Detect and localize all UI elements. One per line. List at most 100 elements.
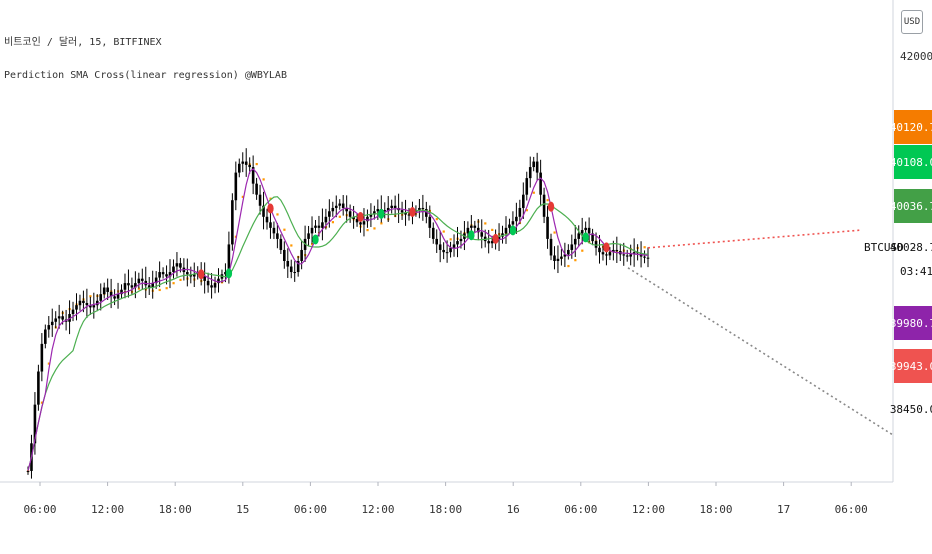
candle-body <box>528 167 532 179</box>
candle-body <box>158 272 161 278</box>
candle-body <box>272 227 276 234</box>
candle-body <box>248 164 251 168</box>
candle-body <box>175 263 179 267</box>
candle-body <box>203 276 206 281</box>
band-dot <box>137 287 141 290</box>
band-dot <box>373 227 376 230</box>
candle-body <box>546 216 549 239</box>
band-dot <box>283 228 286 231</box>
candle-body <box>591 233 594 242</box>
candle-body <box>549 238 553 256</box>
candle-body <box>113 296 116 299</box>
band-dot <box>158 288 161 292</box>
cross-up-marker <box>225 268 233 279</box>
candle-body <box>147 285 151 288</box>
candle-body <box>224 272 227 275</box>
candle-body <box>265 216 269 223</box>
cross-down-marker <box>492 233 499 244</box>
candle-body <box>556 258 560 261</box>
candle-body <box>373 211 376 215</box>
band-dot <box>262 178 265 181</box>
candle-body <box>570 244 574 250</box>
cross-up-marker <box>509 225 517 236</box>
candle-body <box>40 343 44 372</box>
candle-body <box>134 283 137 288</box>
candle-body <box>601 252 605 255</box>
x-tick-label: 18:00 <box>159 503 192 516</box>
candle-body <box>331 207 335 212</box>
candle-body <box>594 241 598 248</box>
band-dot <box>643 246 646 249</box>
currency-button[interactable]: USD <box>901 10 923 34</box>
candle-body <box>50 321 54 326</box>
candle-body <box>466 227 470 234</box>
band-dot <box>269 197 272 200</box>
band-dot <box>532 191 535 194</box>
x-tick-label: 17 <box>777 503 790 516</box>
candle-body <box>522 194 525 208</box>
price-label-text: 40036.7 <box>890 200 932 213</box>
candle-body <box>487 241 490 244</box>
cross-up-marker <box>468 230 475 241</box>
candle-body <box>234 172 238 201</box>
cross-up-marker <box>582 232 589 243</box>
candle-body <box>251 167 255 184</box>
candle-body <box>172 266 175 273</box>
candle-body <box>629 254 632 257</box>
candle-body <box>186 272 189 275</box>
projection-down-line <box>627 267 894 436</box>
x-tick-label: 06:00 <box>23 503 56 516</box>
candle-body <box>625 255 629 257</box>
candle-body <box>560 256 563 259</box>
candle-body <box>334 205 338 208</box>
candle-body <box>37 371 40 405</box>
candle-body <box>206 280 210 286</box>
candle-body <box>622 254 626 256</box>
cross-up-marker <box>312 234 319 245</box>
candle-body <box>106 287 109 292</box>
candle-body <box>44 329 47 344</box>
x-tick-label: 18:00 <box>429 503 462 516</box>
candle-body <box>258 194 262 206</box>
candle-body <box>99 294 103 301</box>
symbol-label: BTCUSD - <box>864 241 917 254</box>
candle-body <box>632 252 636 255</box>
candle-body <box>435 238 439 245</box>
candle-body <box>217 278 220 284</box>
candle-body <box>553 255 556 261</box>
candle-body <box>390 205 393 208</box>
band-dot <box>553 231 556 234</box>
candle-body <box>317 225 321 228</box>
candle-body <box>293 272 297 274</box>
x-tick-label: 12:00 <box>632 503 665 516</box>
band-dot <box>435 218 438 221</box>
candle-body <box>445 252 449 254</box>
candle-body <box>608 252 612 256</box>
candle-body <box>418 207 421 211</box>
candle-body <box>577 233 581 239</box>
candle-body <box>338 203 342 206</box>
projection-up-line <box>647 229 863 249</box>
candle-body <box>400 210 404 213</box>
candle-body <box>26 470 30 472</box>
candle-body <box>165 274 168 277</box>
candle-body <box>476 227 480 233</box>
candle-body <box>213 283 217 288</box>
candle-body <box>497 236 501 239</box>
x-tick-label: 12:00 <box>361 503 394 516</box>
candle-body <box>421 207 425 210</box>
candle-body <box>71 309 75 315</box>
projection-lines <box>627 229 894 436</box>
candle-body <box>646 257 650 259</box>
candle-body <box>598 247 601 253</box>
candle-body <box>473 225 477 228</box>
candle-body <box>563 254 567 257</box>
candle-body <box>210 285 213 288</box>
candle-body <box>102 287 106 295</box>
band-dot <box>331 221 335 224</box>
candle-body <box>515 216 518 222</box>
price-label-box <box>894 306 932 340</box>
candle-body <box>376 209 380 212</box>
